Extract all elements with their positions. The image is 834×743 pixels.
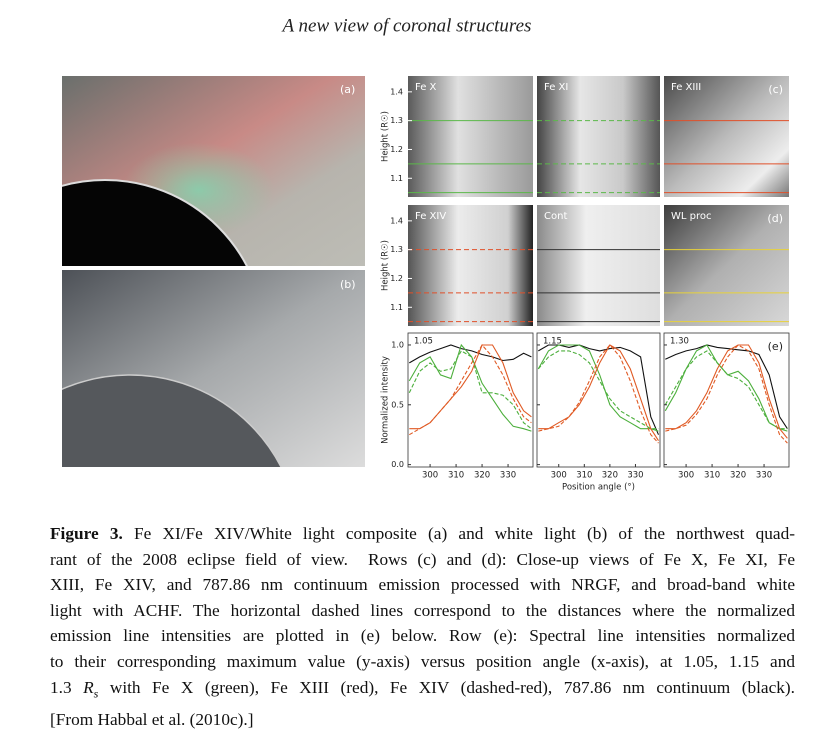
panel-label: Fe XIV [415,211,446,222]
image-panel [408,76,533,197]
series-line [408,350,532,430]
y-tick-label: 1.3 [390,245,403,254]
y-tick-label: 1.1 [390,303,403,312]
x-tick-label: 320 [602,471,618,481]
x-tick-label: 320 [730,471,746,481]
caption-line: 1.3 Rs with Fe X (green), Fe XIII (red),… [50,675,795,707]
plot-frame [407,332,534,468]
series-line [409,344,532,364]
plot-label: 1.15 [543,337,562,347]
x-tick-label: 300 [678,471,694,481]
panel-tag: (b) [340,278,356,291]
series-line [538,344,659,441]
plot-label: 1.05 [414,337,433,347]
panel-tag: (a) [340,83,355,96]
y-tick-label: 1.1 [390,174,403,183]
caption-text: 1.3 [50,677,72,697]
symbol-sub: s [93,686,99,701]
page-title: A new view of coronal structures [281,15,532,36]
x-tick-label: 300 [551,471,567,481]
moon-disk [62,179,248,266]
panel-label: WL proc [671,211,712,222]
series-line [665,344,788,430]
panel-label: Cont [544,211,567,222]
y-axis-label: Height (R☉) [381,111,391,162]
series-line [537,344,659,432]
panel-tag: (e) [768,340,783,353]
caption-line: XIII, Fe XIV, and 787.86 nm continuum em… [50,575,795,595]
panel-a: (a) [62,76,365,266]
plot-label: 1.30 [670,337,689,347]
caption-line: to their corresponding maximum value (y-… [50,651,795,671]
symbol: R [83,677,94,697]
series-line [538,344,659,444]
caption-line: emission line intensities are plotted in… [50,626,795,646]
y-tick-label: 1.2 [390,145,403,154]
x-tick-label: 330 [627,471,643,481]
x-tick-label: 330 [756,471,772,481]
x-tick-label: 310 [704,471,720,481]
panel-tag: (c) [768,83,783,96]
x-tick-label: 310 [576,471,592,481]
y-axis-label: Normalized intensity [381,356,391,444]
y-tick-label: 0.0 [391,460,404,469]
x-tick-label: 320 [474,471,490,481]
series-line [537,350,659,430]
panel-label: Fe XIII [671,82,701,93]
image-panel [664,205,789,326]
image-panel [664,76,789,197]
caption: Figure 3. Fe XI/Fe XIV/White light compo… [50,521,795,732]
panel-label: Fe XI [544,82,568,93]
y-axis-label: Height (R☉) [381,240,391,291]
image-panel [537,205,660,326]
image-panel [408,205,533,326]
caption-line: light with ACHF. The horizontal dashed l… [50,600,795,620]
y-tick-label: 1.3 [390,116,403,125]
caption-text: with Fe X (green), Fe XIII (red), Fe XIV… [109,677,795,697]
series-line [409,344,532,436]
x-axis-label: Position angle (°) [562,483,635,493]
x-tick-label: 300 [422,471,438,481]
series-line [665,344,788,444]
series-line [664,344,788,432]
plot-frame [536,332,661,468]
caption-label: Figure 3. [50,524,123,543]
caption-line: rant of the 2008 eclipse field of view. … [50,549,795,569]
x-tick-label: 330 [500,471,516,481]
caption-text: Fe XI/Fe XIV/White light composite (a) a… [134,524,795,543]
y-tick-label: 1.0 [391,340,404,349]
panel-tag: (d) [767,212,783,225]
y-tick-label: 1.4 [390,87,403,96]
series-line [408,343,532,432]
caption-line: [From Habbal et al. (2010c).] [50,709,254,729]
panel-b: (b) [62,270,365,467]
caption-line: Figure 3. Fe XI/Fe XIV/White light compo… [50,521,795,547]
moon-disk [62,374,282,467]
y-tick-label: 0.5 [391,400,404,409]
x-tick-label: 310 [448,471,464,481]
y-tick-label: 1.2 [390,274,403,283]
image-panel [537,76,660,197]
series-line [665,344,788,439]
panel-label: Fe X [415,82,437,93]
y-tick-label: 1.4 [390,216,403,225]
figure: A new view of coronal structures (a) (b)… [62,15,790,493]
